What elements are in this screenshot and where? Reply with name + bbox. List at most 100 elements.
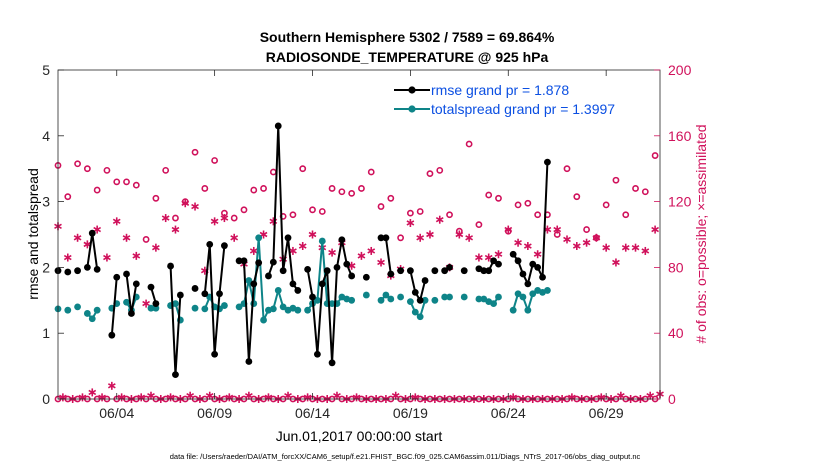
obs-assimilated-marker-42 — [465, 233, 474, 242]
obs-assimilated-marker-46 — [504, 225, 513, 234]
obs-bottom-assimilated-marker-5-stroke-2 — [107, 383, 116, 389]
obs-assimilated-marker-25-stroke-2 — [298, 243, 307, 249]
obs-bottom-assimilated-marker-19 — [244, 391, 253, 400]
obs-assimilated-marker-2 — [73, 233, 82, 242]
totalspread-point-77 — [431, 296, 439, 304]
obs-assimilated-marker-13 — [181, 199, 190, 208]
totalspread-point-28 — [191, 304, 199, 312]
obs-assimilated-marker-48 — [523, 242, 532, 251]
obs-assimilated-marker-17 — [220, 214, 229, 223]
y-left-tick-label-2: 2 — [42, 259, 50, 275]
obs-possible-marker-24 — [289, 211, 297, 219]
rmse-point-6 — [83, 264, 91, 271]
obs-assimilated-marker-37-stroke-2 — [416, 235, 425, 241]
rmse-point-97 — [529, 260, 537, 268]
rmse-point-70 — [397, 267, 405, 275]
rmse-point-47 — [284, 234, 292, 242]
y-left-tick-label-0: 0 — [42, 391, 50, 407]
x-tick-label-3: 06/19 — [393, 405, 428, 421]
rmse-point-34 — [221, 242, 228, 250]
obs-assimilated-marker-18 — [230, 233, 239, 242]
rmse-point-39 — [245, 358, 253, 365]
obs-assimilated-marker-5 — [103, 253, 111, 262]
rmse-point-24 — [172, 371, 179, 379]
obs-possible-marker-34 — [387, 194, 395, 202]
obs-possible-marker-32 — [367, 168, 375, 176]
totalspread-point-66 — [377, 296, 385, 304]
obs-assimilated-marker-58 — [621, 243, 630, 252]
obs-possible-marker-19 — [240, 206, 248, 214]
obs-assimilated-marker-37 — [416, 233, 425, 242]
rmse-point-20 — [152, 300, 160, 307]
obs-assimilated-marker-51 — [553, 225, 562, 234]
obs-assimilated-marker-32 — [367, 246, 376, 255]
totalspread-point-14 — [123, 298, 130, 306]
obs-assimilated-marker-55 — [592, 233, 601, 242]
obs-bottom-assimilated-marker-60-stroke-2 — [646, 393, 655, 399]
rmse-point-87 — [480, 267, 488, 275]
obs-assimilated-marker-2-stroke-2 — [73, 235, 82, 241]
obs-assimilated-marker-4-stroke-2 — [93, 226, 102, 233]
rmse-point-79 — [441, 267, 449, 275]
rmse-point-90 — [495, 260, 502, 268]
obs-assimilated-marker-54 — [582, 238, 591, 247]
obs-assimilated-marker-59-stroke-2 — [631, 244, 640, 251]
totalspread-point-56 — [328, 300, 336, 307]
legend-box — [390, 78, 652, 122]
obs-assimilated-marker-43 — [475, 253, 483, 262]
obs-assimilated-marker-42-stroke-2 — [465, 235, 474, 241]
rmse-point-66 — [377, 234, 385, 242]
obs-possible-marker-54 — [583, 226, 590, 233]
rmse-point-37 — [235, 257, 243, 265]
obs-possible-marker-47 — [514, 201, 522, 209]
obs-bottom-assimilated-marker-34 — [391, 391, 400, 400]
obs-bottom-assimilated-marker-19-stroke-2 — [244, 393, 253, 399]
plot-frame — [57, 69, 661, 400]
rmse-point-54 — [318, 280, 326, 288]
rmse-point-74 — [416, 296, 424, 304]
totalspread-point-8 — [93, 306, 101, 314]
rmse-point-56 — [328, 359, 336, 367]
obs-assimilated-marker-49 — [533, 250, 542, 259]
rmse-point-44 — [269, 258, 277, 266]
obs-possible-marker-7 — [123, 178, 130, 186]
obs-possible-marker-35 — [397, 234, 405, 242]
rmse-point-28 — [191, 285, 199, 292]
rmse-point-60 — [348, 272, 356, 280]
totalspread-point-46 — [279, 303, 287, 311]
obs-possible-marker-12 — [172, 214, 179, 222]
rmse-point-19 — [147, 283, 155, 291]
obs-assimilated-marker-54-stroke-2 — [582, 240, 591, 246]
obs-assimilated-marker-53-stroke-2 — [572, 243, 581, 249]
rmse-point-2 — [64, 268, 72, 276]
rmse-line-segment-16 — [409, 270, 427, 302]
totalspread-point-63 — [362, 291, 370, 299]
obs-assimilated-marker-3-stroke-2 — [83, 241, 92, 248]
rmse-point-83 — [460, 267, 468, 275]
obs-bottom-assimilated-marker-15 — [205, 391, 214, 400]
rmse-point-16 — [132, 280, 140, 288]
rmse-point-33 — [216, 290, 223, 298]
totalspread-point-51 — [304, 306, 312, 314]
obs-possible-marker-36 — [406, 209, 414, 217]
rmse-point-100 — [544, 158, 551, 166]
rmse-point-46 — [279, 267, 287, 275]
totalspread-point-90 — [495, 293, 502, 301]
rmse-point-15 — [128, 310, 135, 317]
rmse-point-94 — [514, 257, 522, 265]
obs-assimilated-marker-7-stroke-2 — [122, 235, 131, 241]
obs-possible-marker-40 — [446, 211, 453, 219]
y-right-tick-label-0: 0 — [668, 391, 676, 407]
obs-assimilated-marker-1 — [63, 253, 72, 262]
totalspread-point-6 — [83, 310, 91, 317]
obs-assimilated-marker-9 — [142, 299, 150, 308]
rmse-point-57 — [333, 264, 341, 271]
obs-possible-marker-3 — [83, 165, 91, 173]
rmse-line-segment-12 — [306, 238, 353, 364]
totalspread-point-45 — [274, 287, 282, 294]
y-right-tick-label-3: 120 — [668, 194, 692, 210]
obs-bottom-assimilated-marker-3-stroke-2 — [88, 389, 97, 396]
y-left-tick-label-1: 1 — [42, 325, 50, 341]
totalspread-point-97 — [529, 290, 537, 298]
obs-assimilated-marker-28-stroke-2 — [328, 249, 336, 256]
